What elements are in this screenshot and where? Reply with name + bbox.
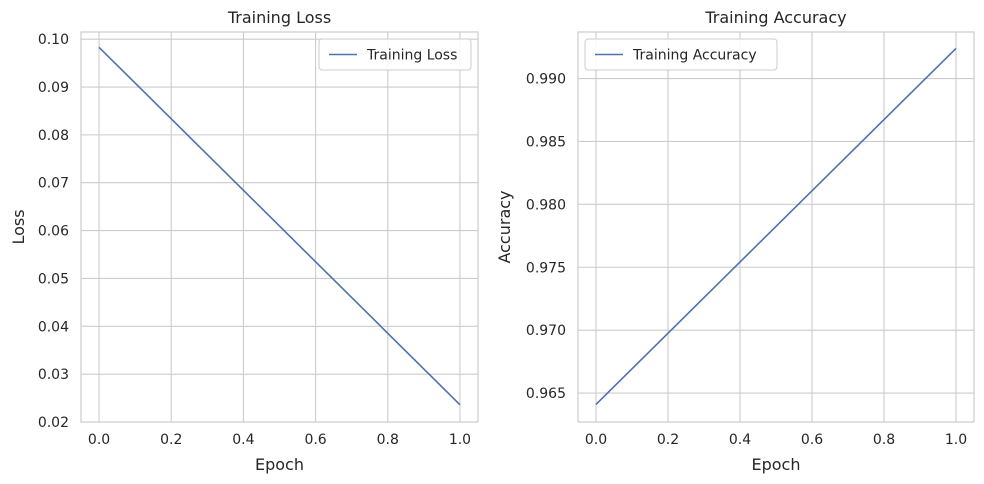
x-tick-label-0: 0.0	[585, 432, 607, 448]
y-tick-label-5: 0.07	[38, 176, 69, 192]
x-tick-label-1: 0.2	[657, 432, 679, 448]
x-tick-label-5: 1.0	[945, 432, 967, 448]
y-tick-label-1: 0.03	[38, 367, 69, 383]
y-tick-label-6: 0.08	[38, 128, 69, 144]
y-tick-label-0: 0.965	[526, 386, 566, 402]
x-tick-label-3: 0.6	[304, 432, 326, 448]
chart-panel-2: 0.0 0.2 0.4 0.6 0.8 1.0 0.965 0.970 0.975 0.980 0.…	[495, 8, 975, 474]
legend: Training Loss	[318, 38, 472, 71]
x-tick-label-2: 0.4	[232, 432, 254, 448]
y-tick-label-3: 0.05	[38, 271, 69, 287]
x-tick-label-2: 0.4	[729, 432, 751, 448]
plot-area-frame	[80, 31, 479, 423]
y-tick-label-4: 0.985	[526, 134, 566, 150]
x-tick-label-1: 0.2	[160, 432, 182, 448]
series-line-0	[98, 46, 461, 406]
y-axis-label: Loss	[9, 209, 28, 244]
x-axis-label: Epoch	[255, 455, 304, 474]
legend-box	[584, 38, 778, 71]
chart-title: Training Loss	[227, 8, 331, 27]
legend-box	[318, 38, 472, 71]
x-tick-label-0: 0.0	[88, 432, 110, 448]
x-tick-label-4: 0.8	[377, 432, 399, 448]
y-tick-label-3: 0.980	[526, 197, 566, 213]
x-tick-label-3: 0.6	[801, 432, 823, 448]
y-tick-label-2: 0.04	[38, 319, 69, 335]
series-line-0	[595, 47, 957, 405]
legend: Training Accuracy	[584, 38, 778, 71]
y-tick-label-5: 0.990	[526, 72, 566, 88]
x-tick-label-5: 1.0	[449, 432, 471, 448]
legend-label-0: Training Accuracy	[632, 48, 757, 64]
chart-title: Training Accuracy	[704, 8, 846, 27]
legend-label-0: Training Loss	[366, 48, 457, 64]
x-tick-label-4: 0.8	[873, 432, 895, 448]
y-tick-label-1: 0.970	[526, 323, 566, 339]
y-axis-label: Accuracy	[495, 190, 514, 263]
y-tick-label-2: 0.975	[526, 260, 566, 276]
chart-panel-1: 0.0 0.2 0.4 0.6 0.8 1.0 0.02 0.03 0.04 0.05 0.06 0.…	[9, 8, 479, 474]
y-tick-label-0: 0.02	[38, 415, 69, 431]
plot-area-frame	[577, 31, 975, 423]
y-tick-label-4: 0.06	[38, 224, 69, 240]
y-tick-label-7: 0.09	[38, 80, 69, 96]
x-axis-label: Epoch	[752, 455, 801, 474]
y-tick-label-8: 0.10	[38, 32, 69, 48]
